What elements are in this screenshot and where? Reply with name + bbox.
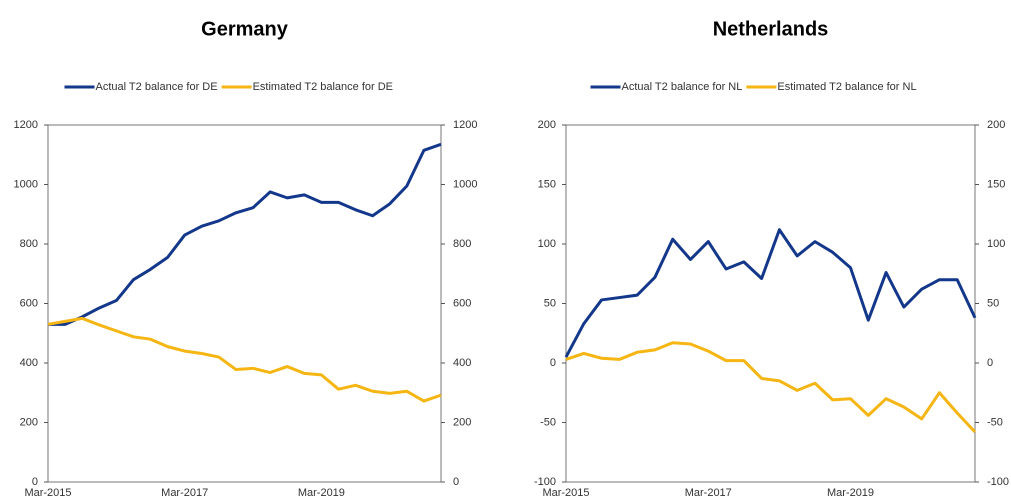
- x-tick-label: Mar-2015: [24, 487, 71, 499]
- y-tick-label: 0: [550, 357, 556, 369]
- chart-title: Germany: [201, 18, 289, 40]
- y2-tick-label: 200: [453, 416, 471, 428]
- x-tick-label: Mar-2019: [827, 487, 874, 499]
- y-tick-label: 200: [538, 119, 556, 131]
- legend-label: Estimated T2 balance for DE: [253, 81, 393, 93]
- y-tick-label: 150: [538, 178, 556, 190]
- line: [565, 341, 977, 434]
- y-tick-label: 1200: [14, 119, 38, 131]
- y2-tick-label: -100: [987, 476, 1009, 488]
- y2-tick-label: 0: [453, 476, 459, 488]
- y-tick-label: 1000: [14, 178, 38, 190]
- legend-label: Actual T2 balance for DE: [96, 81, 218, 93]
- line: [564, 228, 977, 358]
- y-tick-label: 100: [538, 238, 556, 250]
- y-tick-label: 50: [544, 297, 556, 309]
- y-tick-label: -50: [540, 416, 556, 428]
- y2-tick-label: 1200: [453, 119, 477, 131]
- y2-tick-label: 1000: [453, 178, 477, 190]
- y-tick-label: 200: [20, 416, 38, 428]
- line: [47, 316, 442, 403]
- y2-tick-label: 400: [453, 357, 471, 369]
- y2-tick-label: 150: [987, 178, 1005, 190]
- y-tick-label: -100: [534, 476, 556, 488]
- x-tick-label: Mar-2017: [685, 487, 732, 499]
- y-tick-label: 0: [32, 476, 38, 488]
- y2-tick-label: -50: [987, 416, 1003, 428]
- x-tick-label: Mar-2015: [542, 487, 589, 499]
- y-tick-label: 800: [20, 238, 38, 250]
- legend-label: Estimated T2 balance for NL: [777, 81, 916, 93]
- y2-tick-label: 50: [987, 297, 999, 309]
- line: [48, 142, 442, 326]
- x-tick-label: Mar-2019: [298, 487, 345, 499]
- y2-tick-label: 800: [453, 238, 471, 250]
- y2-tick-label: 100: [987, 238, 1005, 250]
- x-tick-label: Mar-2017: [161, 487, 208, 499]
- y-tick-label: 400: [20, 357, 38, 369]
- chart-title: Netherlands: [713, 18, 829, 40]
- legend-label: Actual T2 balance for NL: [622, 81, 743, 93]
- y-tick-label: 600: [20, 297, 38, 309]
- y2-tick-label: 200: [987, 119, 1005, 131]
- y2-tick-label: 600: [453, 297, 471, 309]
- plot-frame: [565, 124, 976, 483]
- y2-tick-label: 0: [987, 357, 993, 369]
